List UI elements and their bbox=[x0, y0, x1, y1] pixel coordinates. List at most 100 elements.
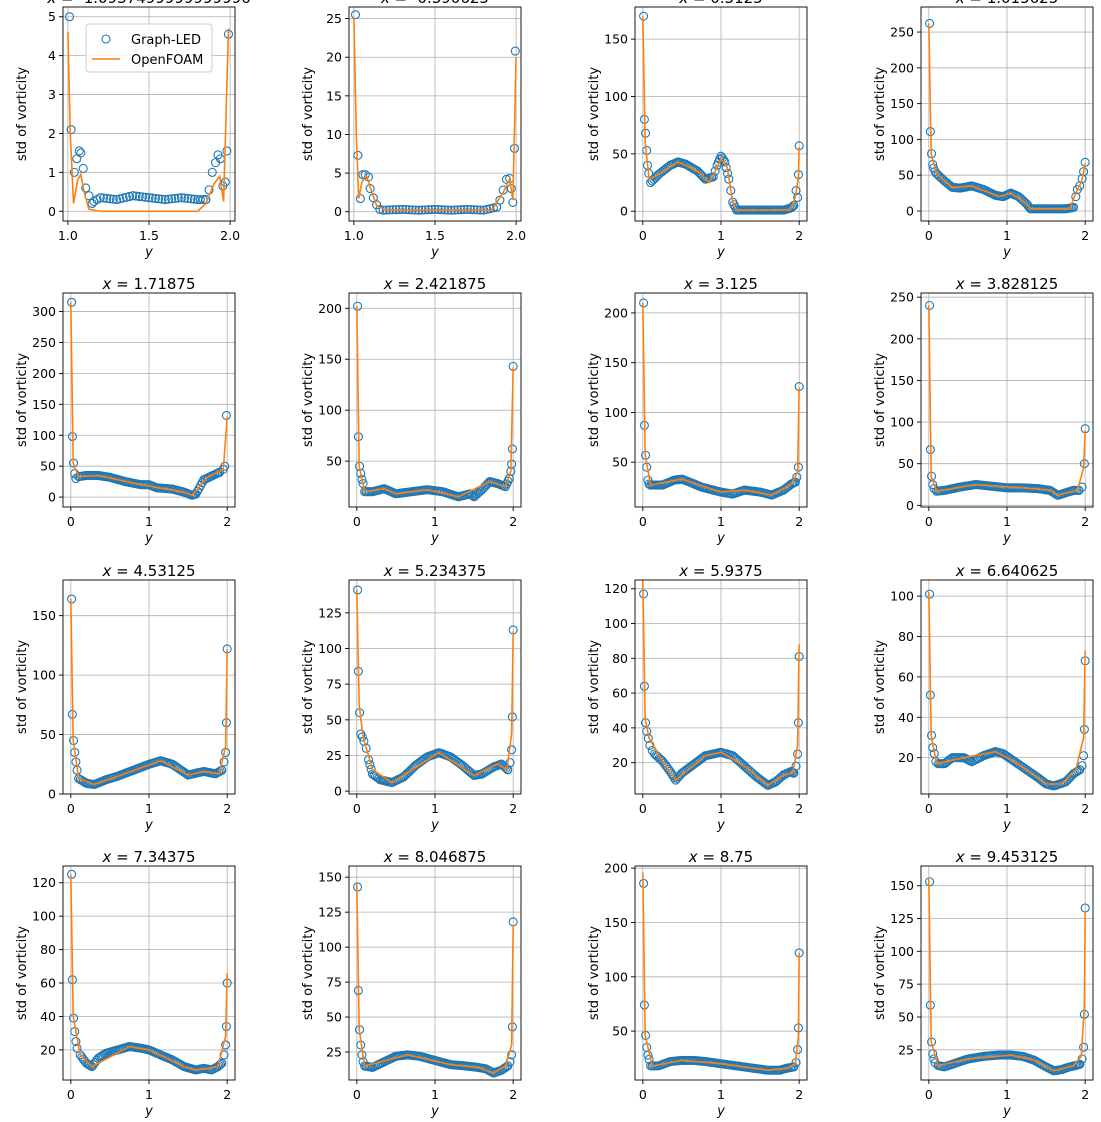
y-tick-label: 50 bbox=[326, 454, 342, 469]
y-axis-label: std of vorticity bbox=[15, 640, 30, 734]
y-tick-label: 0 bbox=[620, 204, 628, 219]
openfoam-line bbox=[353, 16, 517, 211]
x-tick-label: 1 bbox=[431, 514, 439, 529]
x-tick-label: 1 bbox=[1003, 228, 1011, 243]
x-tick-label: 2 bbox=[509, 801, 517, 816]
x-tick-label: 0 bbox=[353, 514, 361, 529]
x-tick-label: 2 bbox=[795, 801, 803, 816]
legend-label-openfoam: OpenFOAM bbox=[131, 53, 203, 68]
graph-led-point bbox=[692, 166, 703, 176]
x-tick-label: 2 bbox=[509, 514, 517, 529]
y-tick-label: 2 bbox=[48, 126, 56, 141]
openfoam-line bbox=[67, 28, 230, 213]
graph-led-point bbox=[720, 157, 730, 167]
graph-led-point bbox=[134, 191, 144, 202]
y-tick-label: 100 bbox=[604, 969, 628, 984]
plot-area bbox=[64, 12, 234, 213]
plot-area bbox=[925, 18, 1090, 214]
openfoam-line bbox=[356, 884, 514, 1074]
graph-led-point bbox=[69, 167, 79, 177]
y-tick-label: 50 bbox=[326, 712, 342, 727]
graph-led-point bbox=[144, 193, 154, 203]
graph-led-point bbox=[66, 125, 76, 135]
subplot-title: x = 3.125 bbox=[683, 275, 758, 293]
openfoam-line bbox=[642, 16, 800, 211]
x-tick-label: 2 bbox=[223, 1087, 231, 1102]
y-tick-label: 80 bbox=[898, 629, 914, 644]
y-tick-label: 0 bbox=[48, 787, 56, 802]
graph-led-point bbox=[102, 193, 112, 203]
openfoam-line bbox=[356, 589, 514, 784]
plot-area bbox=[639, 872, 804, 1075]
graph-led-point bbox=[721, 163, 731, 173]
graph-led-point bbox=[1077, 761, 1087, 771]
graph-led-point bbox=[124, 191, 135, 202]
plot-area bbox=[925, 589, 1090, 791]
x-tick-label: 0 bbox=[925, 514, 933, 529]
plot-area bbox=[925, 300, 1090, 500]
graph-led-point bbox=[189, 194, 199, 204]
openfoam-line bbox=[642, 302, 800, 496]
x-tick-label: 1 bbox=[1003, 514, 1011, 529]
graph-led-point bbox=[157, 194, 167, 204]
subplot: 0 1 2 50 100 150 200 y std of vorticity x = 8.75 bbox=[587, 848, 808, 1119]
title-value: = 7.34375 bbox=[111, 848, 195, 866]
plot-area bbox=[67, 594, 232, 790]
graph-led-point bbox=[488, 203, 498, 213]
y-tick-label: 100 bbox=[318, 641, 342, 656]
y-axis-label: std of vorticity bbox=[15, 67, 30, 161]
graph-led-point bbox=[195, 195, 205, 205]
y-axis-label: std of vorticity bbox=[873, 67, 888, 161]
y-axis-label: std of vorticity bbox=[587, 67, 602, 161]
y-axis-label: std of vorticity bbox=[15, 926, 30, 1020]
y-tick-label: 150 bbox=[604, 915, 628, 930]
title-variable: x bbox=[380, 0, 390, 7]
graph-led-point bbox=[708, 172, 718, 182]
graph-led-point bbox=[170, 193, 180, 203]
title-variable: x bbox=[678, 0, 688, 7]
y-tick-label: 100 bbox=[604, 616, 628, 631]
y-axis-label: std of vorticity bbox=[873, 640, 888, 734]
graph-led-point bbox=[1064, 774, 1074, 784]
y-axis-label: std of vorticity bbox=[301, 353, 316, 447]
y-tick-label: 150 bbox=[604, 355, 628, 370]
openfoam-line bbox=[928, 23, 1086, 210]
plot-area bbox=[67, 297, 231, 500]
plot-area bbox=[353, 301, 518, 502]
x-tick-label: 2 bbox=[509, 1087, 517, 1102]
graph-led-point bbox=[105, 194, 115, 204]
title-value: = 9.453125 bbox=[965, 848, 1059, 866]
plot-area bbox=[925, 877, 1090, 1076]
x-tick-label: 1 bbox=[1003, 1087, 1011, 1102]
subplot-title: x = 6.640625 bbox=[955, 562, 1059, 580]
y-tick-label: 50 bbox=[898, 1009, 914, 1024]
subplot: 1.0 1.5 2.0 0 1 2 3 4 5 y std of vorticity x = -1.0… bbox=[15, 0, 251, 260]
x-axis-label: y bbox=[144, 818, 153, 833]
x-tick-label: 1.5 bbox=[425, 228, 445, 243]
x-tick-label: 0 bbox=[639, 1087, 647, 1102]
plot-area bbox=[639, 298, 804, 500]
subplot-title: x = 4.53125 bbox=[101, 562, 195, 580]
y-axis-label: std of vorticity bbox=[587, 640, 602, 734]
graph-led-point bbox=[944, 180, 954, 190]
subplot: 0 1 2 25 50 75 100 125 150 y std of vorticity x = 8… bbox=[301, 848, 522, 1119]
y-axis-label: std of vorticity bbox=[587, 353, 602, 447]
graph-led-point bbox=[746, 767, 756, 777]
graph-led-point bbox=[505, 758, 515, 768]
graph-led-point bbox=[507, 745, 517, 755]
subplot-title: x = -0.390625 bbox=[380, 0, 489, 7]
y-tick-label: 40 bbox=[898, 710, 914, 725]
title-value: = -0.390625 bbox=[390, 0, 489, 7]
y-tick-label: 200 bbox=[890, 60, 914, 75]
x-tick-label: 1 bbox=[717, 514, 725, 529]
graph-led-point bbox=[507, 444, 517, 454]
y-tick-label: 200 bbox=[32, 366, 56, 381]
openfoam-line bbox=[70, 598, 228, 786]
x-tick-label: 0 bbox=[67, 514, 75, 529]
subplot-title: x = 9.453125 bbox=[955, 848, 1059, 866]
y-tick-label: 150 bbox=[318, 352, 342, 367]
subplot: 1.0 1.5 2.0 0 5 10 15 20 25 y std of vorticity x = … bbox=[301, 0, 526, 260]
graph-led-point bbox=[1007, 755, 1017, 765]
title-variable: x bbox=[101, 848, 111, 866]
x-axis-label: y bbox=[716, 1104, 725, 1119]
